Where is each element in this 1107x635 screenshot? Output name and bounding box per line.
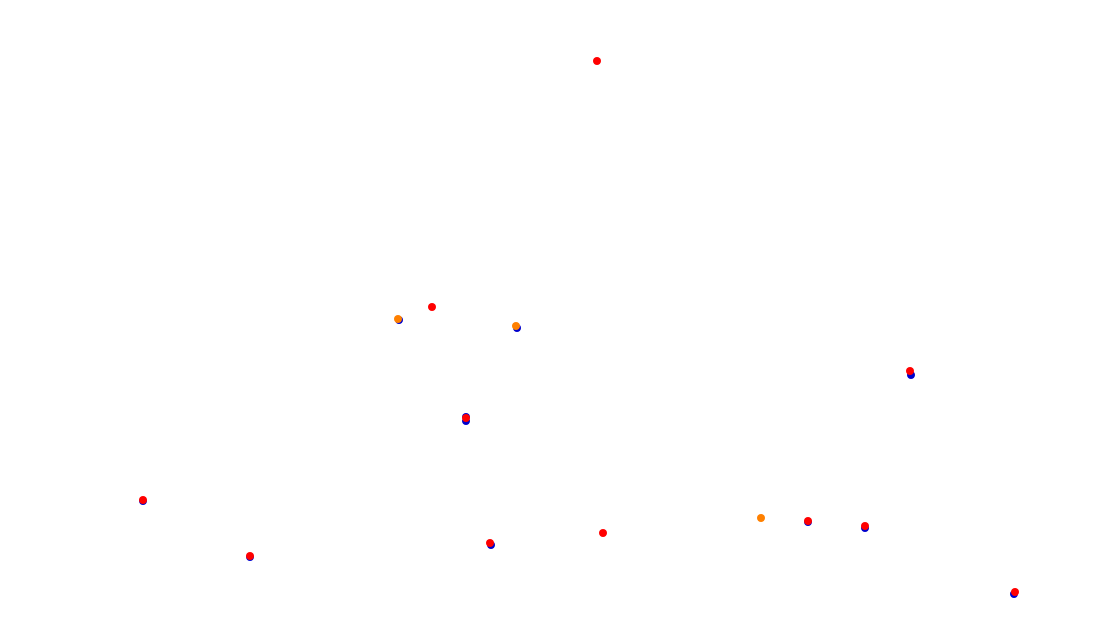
data-point-2-10 <box>1011 588 1019 596</box>
data-point-1-1 <box>512 322 520 330</box>
data-point-2-6 <box>599 529 607 537</box>
series-0 <box>139 316 1018 598</box>
data-point-2-1 <box>428 303 436 311</box>
data-points <box>139 57 1019 598</box>
data-point-2-0 <box>593 57 601 65</box>
data-point-2-5 <box>486 539 494 547</box>
data-point-2-9 <box>906 367 914 375</box>
series-2 <box>139 57 1019 596</box>
data-point-2-4 <box>246 552 254 560</box>
data-point-2-2 <box>462 414 470 422</box>
data-point-2-3 <box>139 496 147 504</box>
data-point-2-7 <box>804 517 812 525</box>
series-1 <box>394 315 765 522</box>
data-point-1-0 <box>394 315 402 323</box>
data-point-2-8 <box>861 522 869 530</box>
data-point-1-2 <box>757 514 765 522</box>
